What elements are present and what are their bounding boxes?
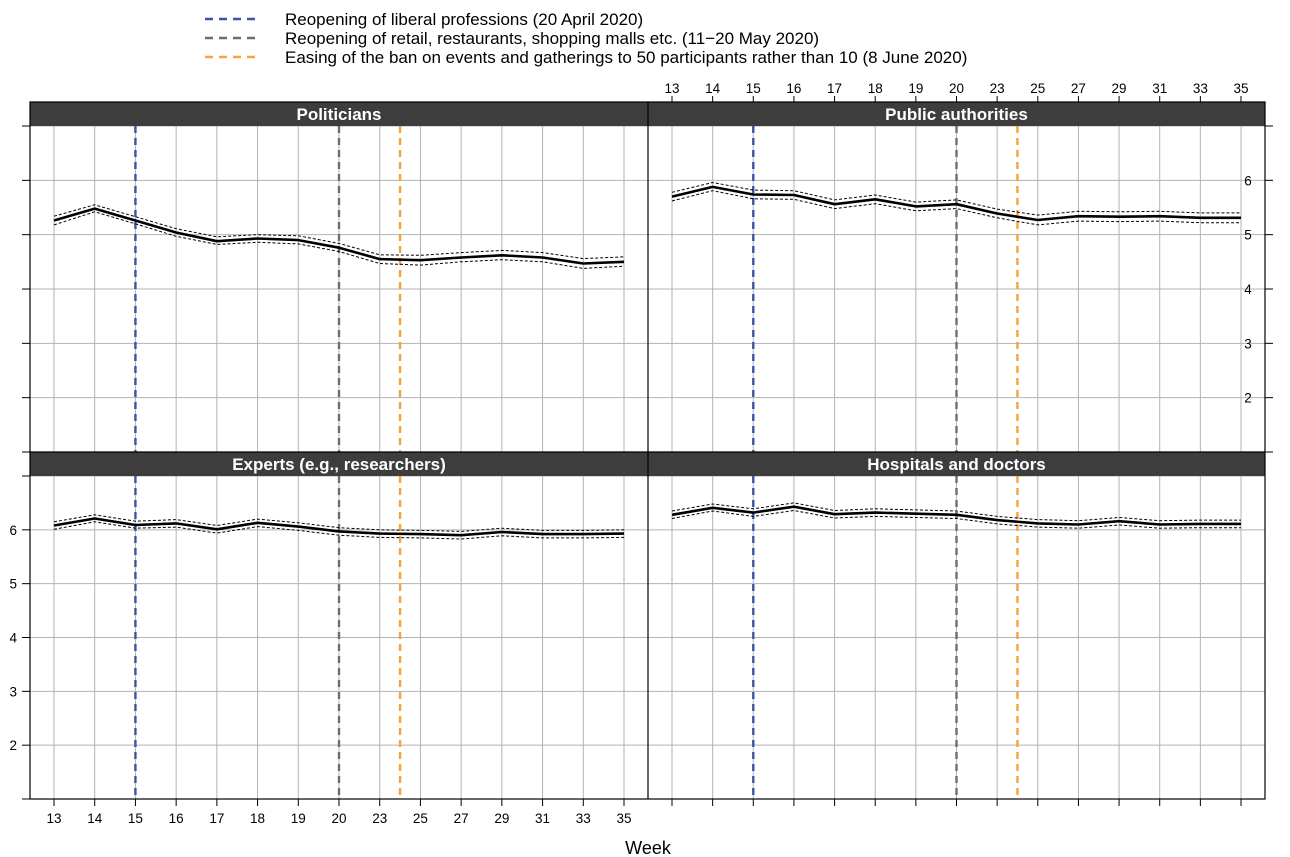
ci-upper-line bbox=[53, 204, 625, 260]
panel-title: Politicians bbox=[296, 105, 381, 124]
x-tick-label: 17 bbox=[827, 81, 842, 96]
x-tick-label: 25 bbox=[413, 811, 428, 826]
y-tick-label: 5 bbox=[9, 577, 17, 592]
ci-lower-line bbox=[53, 211, 625, 269]
y-tick-label: 3 bbox=[1244, 336, 1252, 351]
x-tick-label: 13 bbox=[664, 81, 679, 96]
panel-title: Hospitals and doctors bbox=[867, 455, 1046, 474]
legend-label: Reopening of liberal professions (20 Apr… bbox=[285, 10, 643, 29]
panel: Public authorities bbox=[648, 102, 1265, 453]
x-tick-label: 14 bbox=[705, 81, 721, 96]
y-tick-label: 4 bbox=[9, 631, 17, 646]
y-tick-label: 3 bbox=[9, 684, 17, 699]
series-line bbox=[671, 505, 1241, 526]
x-tick-label: 14 bbox=[87, 811, 103, 826]
legend-label: Reopening of retail, restaurants, shoppi… bbox=[285, 29, 819, 48]
x-tick-label: 29 bbox=[494, 811, 509, 826]
x-tick-label: 19 bbox=[291, 811, 306, 826]
legend-label: Easing of the ban on events and gatherin… bbox=[285, 48, 967, 67]
ci-lower-line bbox=[671, 509, 1241, 529]
x-axis-title: Week bbox=[625, 838, 672, 857]
panel-strip bbox=[30, 102, 648, 126]
y-tick-label: 6 bbox=[9, 523, 17, 538]
ci-upper-line bbox=[53, 514, 625, 532]
ci-lower-line bbox=[53, 521, 625, 540]
panel-title: Experts (e.g., researchers) bbox=[232, 455, 446, 474]
x-tick-label: 25 bbox=[1030, 81, 1045, 96]
x-tick-label: 23 bbox=[990, 81, 1005, 96]
panel-strip bbox=[648, 102, 1265, 126]
ci-upper-line bbox=[671, 502, 1241, 522]
x-tick-label: 23 bbox=[372, 811, 387, 826]
x-tick-label: 16 bbox=[169, 811, 184, 826]
series-line bbox=[671, 185, 1241, 222]
series-line bbox=[53, 207, 625, 265]
x-tick-label: 18 bbox=[868, 81, 883, 96]
x-tick-label: 31 bbox=[1152, 81, 1167, 96]
x-tick-label: 31 bbox=[535, 811, 550, 826]
x-tick-label: 27 bbox=[454, 811, 469, 826]
y-tick-label: 2 bbox=[9, 738, 17, 753]
panels: Politicians Public authorities Experts (e.… bbox=[30, 102, 1265, 800]
x-tick-label: 20 bbox=[331, 811, 346, 826]
x-tick-label: 35 bbox=[616, 811, 631, 826]
x-tick-label: 33 bbox=[576, 811, 591, 826]
x-tick-label: 29 bbox=[1112, 81, 1127, 96]
y-tick-label: 5 bbox=[1244, 228, 1252, 243]
x-tick-label: 15 bbox=[746, 81, 761, 96]
panel-strip bbox=[30, 452, 648, 476]
x-tick-label: 13 bbox=[46, 811, 61, 826]
axes: 2345623456131314141515161617171818191920… bbox=[9, 81, 1273, 826]
x-tick-label: 18 bbox=[250, 811, 265, 826]
x-tick-label: 17 bbox=[209, 811, 224, 826]
legend: Reopening of liberal professions (20 Apr… bbox=[205, 10, 967, 67]
panel-strip bbox=[648, 452, 1265, 476]
panel: Hospitals and doctors bbox=[648, 452, 1265, 800]
x-tick-label: 27 bbox=[1071, 81, 1086, 96]
y-tick-label: 4 bbox=[1244, 282, 1252, 297]
ci-upper-line bbox=[671, 181, 1241, 216]
ci-lower-line bbox=[671, 190, 1241, 226]
x-tick-label: 19 bbox=[908, 81, 923, 96]
y-tick-label: 2 bbox=[1244, 391, 1252, 406]
x-tick-label: 20 bbox=[949, 81, 964, 96]
panel-title: Public authorities bbox=[885, 105, 1028, 124]
panel: Politicians bbox=[30, 102, 648, 453]
x-tick-label: 15 bbox=[128, 811, 143, 826]
x-tick-label: 33 bbox=[1193, 81, 1208, 96]
series-line bbox=[53, 517, 625, 537]
panel: Experts (e.g., researchers) bbox=[30, 452, 648, 800]
x-tick-label: 35 bbox=[1233, 81, 1248, 96]
y-tick-label: 6 bbox=[1244, 173, 1252, 188]
x-tick-label: 16 bbox=[786, 81, 801, 96]
